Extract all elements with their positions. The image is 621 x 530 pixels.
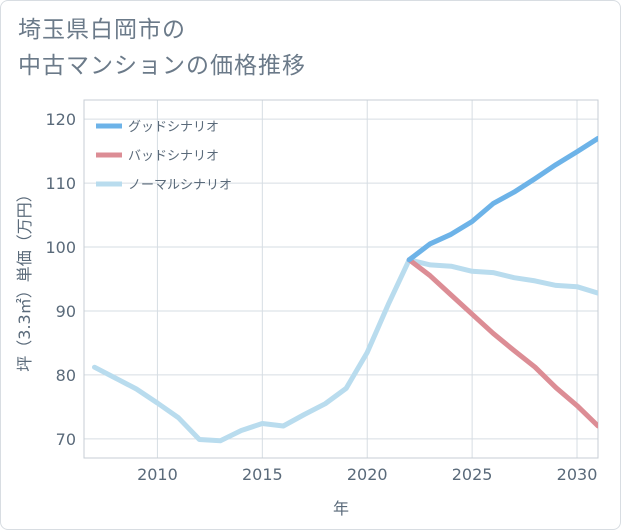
y-tick-label-110: 110 [45, 174, 76, 193]
series-line-1 [406, 257, 598, 429]
y-tick-label-120: 120 [45, 110, 76, 129]
y-tick-label-80: 80 [56, 366, 76, 385]
legend-label-0: グッドシナリオ [128, 120, 219, 135]
series-line-0 [406, 135, 598, 263]
x-tick-label-2015: 2015 [242, 465, 283, 484]
x-tick-label-2020: 2020 [347, 465, 388, 484]
x-tick-label-2025: 2025 [452, 465, 493, 484]
grid-lines [84, 100, 598, 458]
y-axis-title: 坪（3.3㎡）単価（万円） [15, 186, 34, 371]
chart-title-line-2: 中古マンションの価格推移 [18, 53, 306, 79]
legend-label-1: バッドシナリオ [128, 149, 219, 164]
y-tick-label-100: 100 [45, 238, 76, 257]
y-tick-labels: 70 80 90 100 110 120 [45, 110, 76, 449]
x-tick-label-2010: 2010 [137, 465, 178, 484]
chart-title: 埼玉県白岡市の 中古マンションの価格推移 [18, 12, 306, 84]
y-tick-label-90: 90 [56, 302, 76, 321]
chart-title-line-1: 埼玉県白岡市の [18, 17, 186, 43]
x-tick-label-2030: 2030 [557, 465, 598, 484]
x-tick-labels: 2010 2015 2020 2025 2030 [137, 465, 597, 484]
series-line-2 [92, 257, 598, 444]
plot-area-border [83, 99, 599, 459]
series-lines [92, 135, 598, 444]
y-tick-label-70: 70 [56, 430, 76, 449]
legend-label-2: ノーマルシナリオ [128, 178, 232, 193]
x-axis-title: 年 [333, 499, 349, 518]
